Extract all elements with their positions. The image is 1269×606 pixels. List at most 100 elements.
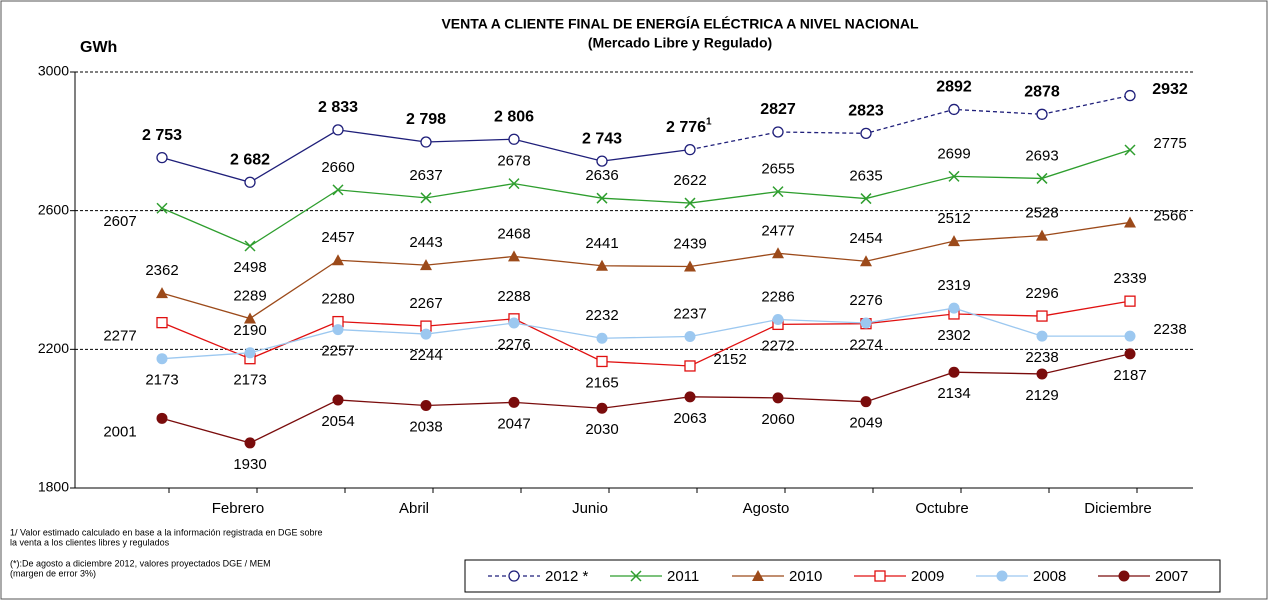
marker (596, 192, 608, 204)
legend-label: 2011 (667, 568, 699, 585)
data-label: 2257 (321, 343, 354, 360)
series-line (161, 307, 1130, 360)
data-label: 2468 (497, 225, 530, 242)
x-tick-label: Octubre (915, 500, 968, 517)
marker (596, 355, 608, 368)
data-label: 2049 (849, 415, 882, 432)
marker (684, 360, 696, 372)
data-label: 2678 (497, 153, 530, 170)
marker (420, 259, 432, 271)
y-tick-label: 2200 (38, 340, 69, 356)
legend-label: 2008 (1033, 568, 1066, 585)
data-label: 2134 (937, 385, 970, 402)
marker (1118, 570, 1130, 582)
marker (1036, 229, 1048, 241)
marker (772, 314, 784, 326)
data-label: 2054 (321, 413, 354, 430)
data-label: 2276 (849, 292, 882, 309)
data-label: 2 7761 (666, 116, 712, 136)
data-label: 1930 (233, 456, 266, 473)
series-line (161, 149, 1131, 247)
data-label: 2063 (673, 410, 706, 427)
data-label: 2274 (849, 337, 882, 354)
marker (1124, 144, 1136, 156)
marker (1036, 172, 1048, 184)
y-tick-label: 2600 (38, 201, 69, 217)
marker (156, 412, 168, 424)
footnote: la venta a los clientes libres y regulad… (10, 537, 170, 547)
data-label: 2038 (409, 418, 442, 435)
data-label: 2237 (673, 305, 706, 322)
data-label: 2878 (1024, 84, 1060, 101)
data-label: 2607 (103, 213, 136, 230)
data-label: 2566 (1153, 207, 1186, 224)
series-line (161, 300, 1131, 367)
legend-label: 2007 (1155, 568, 1188, 585)
marker (508, 178, 520, 190)
data-label: 2636 (585, 167, 618, 184)
marker (772, 126, 784, 138)
data-label: 2296 (1025, 285, 1058, 302)
marker (332, 254, 344, 266)
data-label: 2457 (321, 229, 354, 246)
marker (1124, 330, 1136, 342)
marker (508, 317, 520, 329)
data-label: 2637 (409, 167, 442, 184)
marker (860, 396, 872, 408)
marker (420, 136, 432, 148)
marker (596, 259, 608, 271)
marker (156, 316, 168, 329)
data-label: 2660 (321, 159, 354, 176)
footnote: 1/ Valor estimado calculado en base a la… (10, 527, 323, 537)
data-label: 2932 (1152, 81, 1188, 98)
marker (1124, 348, 1136, 360)
data-label: 2655 (761, 161, 794, 178)
data-label: 2232 (585, 307, 618, 324)
data-label: 2 753 (142, 127, 182, 144)
marker (948, 302, 960, 314)
data-label: 2152 (713, 351, 746, 368)
series-line (161, 353, 1131, 444)
marker (772, 392, 784, 404)
data-label: 2477 (761, 222, 794, 239)
data-label: 2362 (145, 262, 178, 279)
data-label: 2 682 (230, 151, 270, 168)
marker (332, 184, 344, 196)
legend-label: 2009 (911, 568, 944, 585)
y-axis-label: GWh (80, 39, 117, 56)
footnote-mark: 1 (706, 116, 712, 127)
x-tick-label: Febrero (212, 500, 265, 517)
marker (244, 437, 256, 449)
marker (156, 287, 168, 299)
data-label: 2238 (1025, 349, 1058, 366)
marker (244, 240, 256, 252)
y-tick-label: 3000 (38, 63, 69, 79)
x-tick-label: Junio (572, 500, 608, 517)
marker (596, 155, 608, 167)
marker (1036, 310, 1048, 322)
data-label: 2190 (233, 322, 266, 339)
data-label: 2302 (937, 327, 970, 344)
marker (1124, 89, 1136, 102)
marker (772, 247, 784, 259)
marker (948, 366, 960, 378)
marker (332, 394, 344, 406)
y-tick-label: 1800 (38, 479, 69, 495)
data-label: 2276 (497, 336, 530, 353)
x-tick-label: Diciembre (1084, 500, 1152, 517)
marker (948, 103, 960, 116)
data-label: 2622 (673, 172, 706, 189)
data-label: 2286 (761, 288, 794, 305)
data-label: 2823 (848, 103, 884, 120)
marker (156, 202, 168, 214)
series-line (161, 221, 1131, 320)
data-label: 2047 (497, 415, 530, 432)
marker (508, 396, 520, 408)
legend-label: 2010 (789, 568, 822, 585)
marker (996, 570, 1008, 582)
data-label: 2267 (409, 295, 442, 312)
data-label: 2892 (936, 79, 972, 96)
data-label: 2 833 (318, 99, 358, 116)
data-label: 2693 (1025, 147, 1058, 164)
data-label: 2060 (761, 411, 794, 428)
